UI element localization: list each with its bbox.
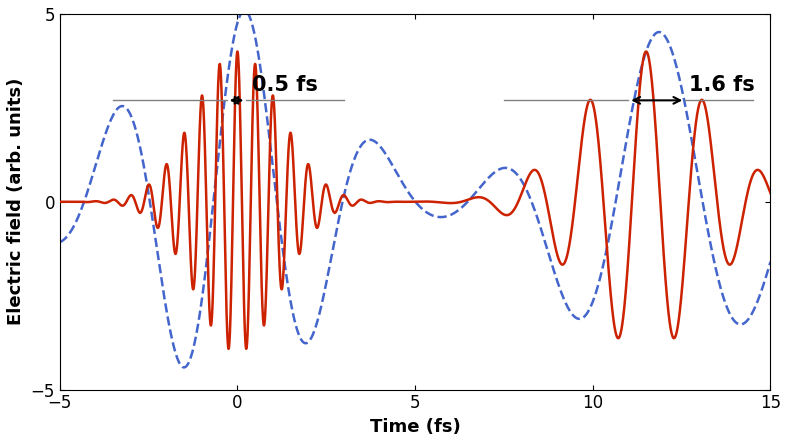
Y-axis label: Electric field (arb. units): Electric field (arb. units) — [7, 78, 25, 326]
X-axis label: Time (fs): Time (fs) — [370, 418, 460, 436]
Text: 0.5 fs: 0.5 fs — [251, 75, 318, 95]
Text: 1.6 fs: 1.6 fs — [689, 75, 754, 95]
